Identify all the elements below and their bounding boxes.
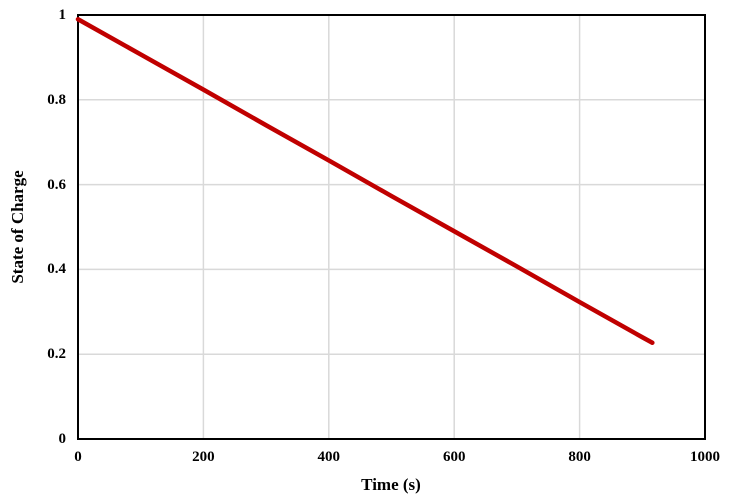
y-tick-label: 0.2 bbox=[47, 346, 66, 363]
y-tick-label: 1 bbox=[58, 7, 67, 23]
y-tick-label: 0.8 bbox=[47, 91, 66, 108]
y-tick-label: 0 bbox=[58, 431, 67, 447]
y-tick-label: 0.6 bbox=[47, 176, 66, 193]
x-tick-label: 1000 bbox=[690, 449, 720, 465]
x-tick-label: 600 bbox=[442, 449, 466, 465]
y-tick-label: 0.4 bbox=[47, 261, 66, 278]
series-line bbox=[75, 16, 655, 346]
x-tick-label: 200 bbox=[192, 449, 215, 465]
x-tick-label: 0 bbox=[74, 449, 82, 465]
x-tick-label: 800 bbox=[568, 449, 591, 465]
x-tick-label: 400 bbox=[317, 449, 341, 465]
plot-border bbox=[77, 14, 706, 440]
x-axis-title: Time (s) bbox=[361, 475, 421, 494]
